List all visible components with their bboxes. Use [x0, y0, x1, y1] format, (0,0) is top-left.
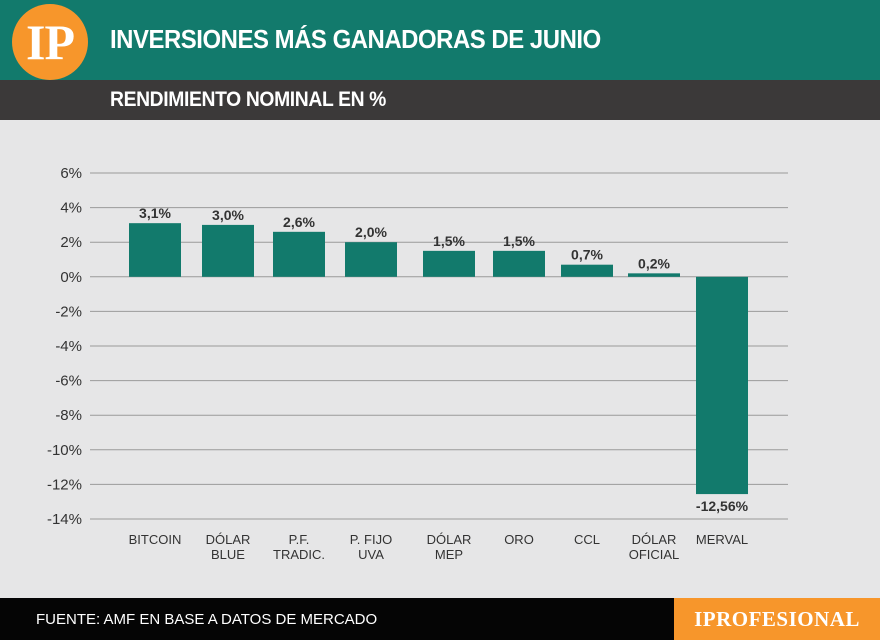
- data-label: 2,0%: [355, 224, 387, 240]
- bar-chart: 6% 4% 2% 0% -2% -4% -6% -8% -10% -12% -14% 3,1% BITC…: [47, 165, 788, 562]
- x-tick-label: DÓLAR: [427, 532, 472, 547]
- data-label: 1,5%: [433, 233, 465, 249]
- y-tick-label: 0%: [60, 269, 82, 286]
- y-tick-label: -4%: [55, 338, 82, 355]
- subheader-bar: RENDIMIENTO NOMINAL EN %: [0, 80, 880, 120]
- footer-bar: FUENTE: AMF EN BASE A DATOS DE MERCADO I…: [0, 598, 880, 640]
- y-tick-label: -12%: [47, 476, 82, 493]
- y-tick-label: 4%: [60, 200, 82, 217]
- chart-title: INVERSIONES MÁS GANADORAS DE JUNIO: [110, 24, 601, 54]
- bar: [628, 273, 680, 277]
- y-tick-label: -14%: [47, 511, 82, 528]
- x-tick-label: MERVAL: [696, 532, 748, 547]
- ip-logo: IP: [12, 4, 88, 80]
- data-label: 1,5%: [503, 233, 535, 249]
- data-label: 2,6%: [283, 214, 315, 230]
- brand-logo: IPROFESIONAL: [674, 598, 880, 640]
- x-tick-label: P.F.: [289, 532, 310, 547]
- bar: [129, 223, 181, 277]
- y-tick-label: 6%: [60, 165, 82, 182]
- bar: [273, 231, 325, 277]
- bar: [345, 242, 397, 277]
- bar: [696, 276, 748, 495]
- y-tick-label: -8%: [55, 407, 82, 424]
- x-tick-label: TRADIC.: [273, 547, 325, 562]
- bar: [493, 250, 545, 277]
- bar: [202, 224, 254, 277]
- y-tick-label: -2%: [55, 303, 82, 320]
- x-tick-label: ORO: [504, 532, 534, 547]
- bar: [423, 250, 475, 277]
- x-tick-label: P. FIJO: [350, 532, 392, 547]
- x-tick-label: BLUE: [211, 547, 245, 562]
- data-label: -12,56%: [696, 498, 749, 514]
- data-label: 3,1%: [139, 205, 171, 221]
- data-label: 3,0%: [212, 207, 244, 223]
- header-bar: IP INVERSIONES MÁS GANADORAS DE JUNIO: [0, 0, 880, 80]
- x-tick-label: CCL: [574, 532, 600, 547]
- x-tick-label: DÓLAR: [632, 532, 677, 547]
- x-tick-label: DÓLAR: [206, 532, 251, 547]
- y-tick-label: -6%: [55, 373, 82, 390]
- y-tick-label: 2%: [60, 234, 82, 251]
- x-tick-label: UVA: [358, 547, 384, 562]
- y-tick-label: -10%: [47, 442, 82, 459]
- x-tick-label: OFICIAL: [629, 547, 680, 562]
- bar: [561, 264, 613, 277]
- x-tick-label: BITCOIN: [129, 532, 182, 547]
- source-note: FUENTE: AMF EN BASE A DATOS DE MERCADO: [36, 611, 378, 628]
- data-label: 0,2%: [638, 255, 670, 271]
- chart-subtitle: RENDIMIENTO NOMINAL EN %: [110, 88, 386, 111]
- x-tick-label: MEP: [435, 547, 463, 562]
- data-label: 0,7%: [571, 247, 603, 263]
